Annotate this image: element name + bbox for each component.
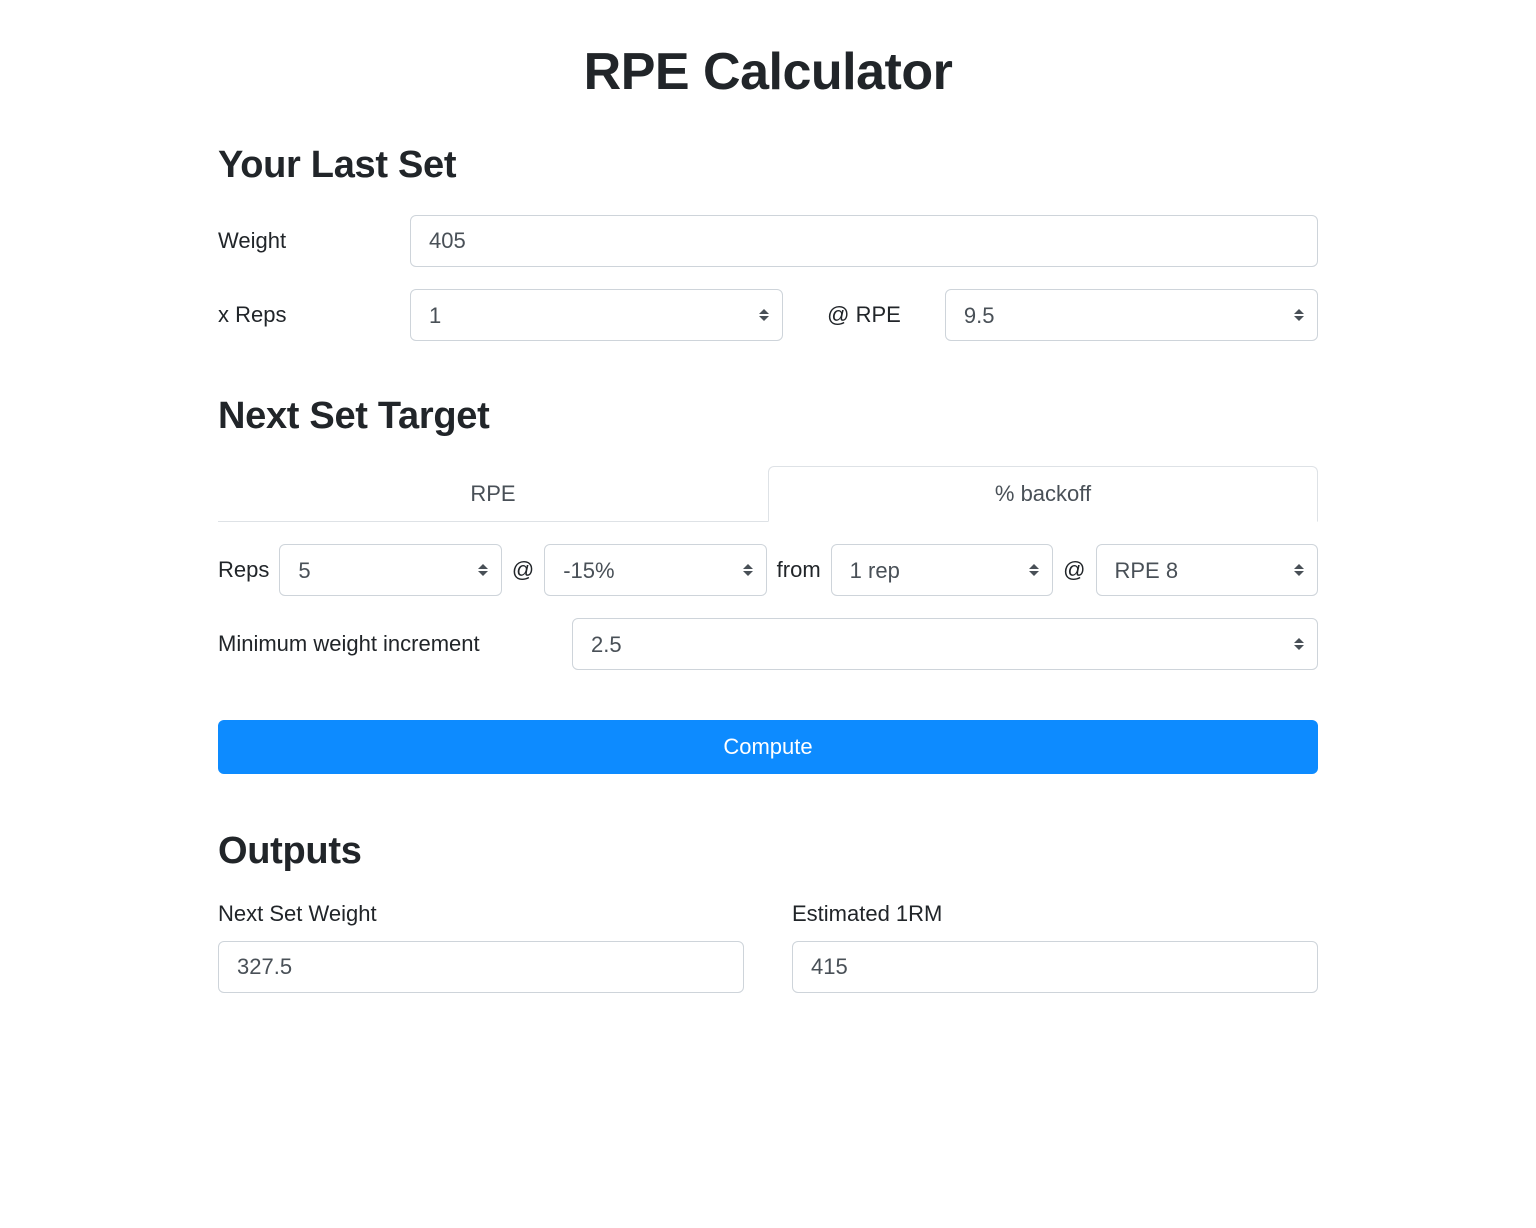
target-config-row: Reps 5 @ -15% from 1 rep @ RPE 8 — [218, 544, 1318, 596]
from-rpe-select[interactable]: RPE 8 — [1096, 544, 1318, 596]
outputs-heading: Outputs — [218, 830, 1318, 873]
last-set-heading: Your Last Set — [218, 144, 1318, 187]
weight-input[interactable] — [410, 215, 1318, 267]
est-1rm-label: Estimated 1RM — [792, 901, 1318, 927]
next-set-heading: Next Set Target — [218, 395, 1318, 438]
outputs-row: Next Set Weight Estimated 1RM — [218, 901, 1318, 993]
increment-select[interactable]: 2.5 — [572, 618, 1318, 670]
rpe-label: @ RPE — [797, 302, 931, 328]
weight-row: Weight — [218, 215, 1318, 267]
increment-row: Minimum weight increment 2.5 — [218, 618, 1318, 670]
tab-rpe[interactable]: RPE — [218, 466, 768, 522]
tab-backoff[interactable]: % backoff — [768, 466, 1318, 522]
target-tabs: RPE % backoff — [218, 466, 1318, 522]
compute-button[interactable]: Compute — [218, 720, 1318, 774]
target-reps-select[interactable]: 5 — [279, 544, 501, 596]
reps-select[interactable]: 1 — [410, 289, 783, 341]
target-reps-label: Reps — [218, 557, 279, 583]
from-label: from — [767, 557, 831, 583]
increment-label: Minimum weight increment — [218, 631, 558, 657]
at-label-1: @ — [502, 557, 544, 583]
next-weight-label: Next Set Weight — [218, 901, 744, 927]
reps-label: x Reps — [218, 302, 396, 328]
from-reps-select[interactable]: 1 rep — [831, 544, 1053, 596]
at-label-2: @ — [1053, 557, 1095, 583]
backoff-select[interactable]: -15% — [544, 544, 766, 596]
page-title: RPE Calculator — [218, 42, 1318, 102]
next-weight-output — [218, 941, 744, 993]
weight-label: Weight — [218, 228, 396, 254]
rpe-select[interactable]: 9.5 — [945, 289, 1318, 341]
est-1rm-output — [792, 941, 1318, 993]
reps-rpe-row: x Reps 1 @ RPE 9.5 — [218, 289, 1318, 341]
